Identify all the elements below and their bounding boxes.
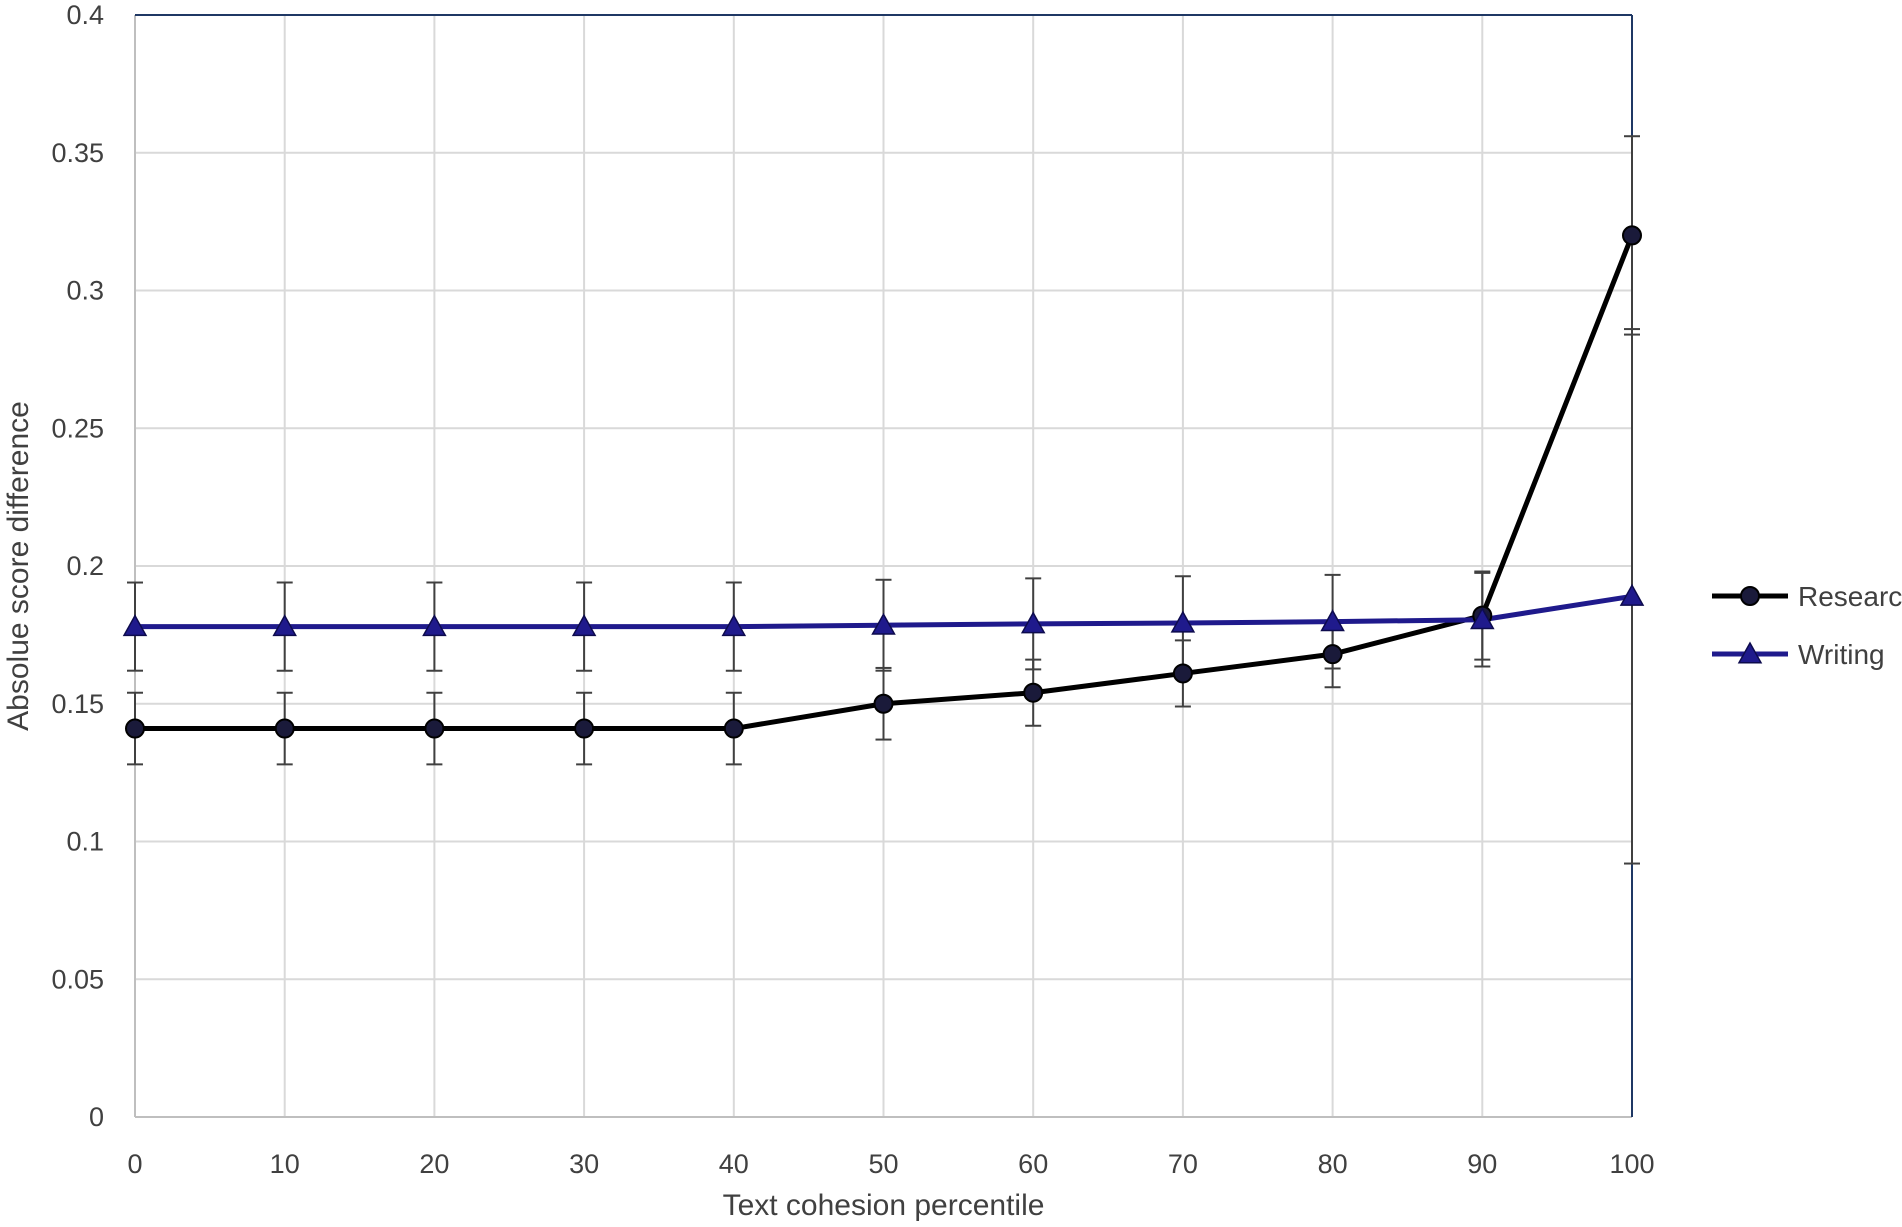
data-point-research bbox=[1023, 682, 1044, 703]
data-point-research bbox=[1322, 644, 1343, 665]
legend-item-research: Research bbox=[1712, 581, 1902, 612]
data-point-writing bbox=[1470, 607, 1495, 630]
y-tick-label: 0.2 bbox=[66, 551, 104, 581]
marker-layer bbox=[122, 225, 1645, 739]
x-tick-label: 70 bbox=[1168, 1149, 1198, 1179]
data-point-research bbox=[574, 718, 595, 739]
data-point-writing bbox=[1619, 583, 1645, 606]
y-axis-title: Absolue score difference bbox=[2, 401, 35, 731]
x-tick-label: 80 bbox=[1318, 1149, 1348, 1179]
x-tick-label: 50 bbox=[868, 1149, 898, 1179]
x-tick-label: 0 bbox=[127, 1149, 142, 1179]
data-point-writing bbox=[721, 614, 747, 637]
legend: Research Writing bbox=[1712, 581, 1902, 670]
y-tick-label: 0.05 bbox=[51, 964, 104, 994]
data-point-research bbox=[125, 718, 145, 739]
data-point-writing bbox=[871, 612, 896, 635]
data-point-research bbox=[723, 718, 744, 739]
y-tick-label: 0.3 bbox=[66, 276, 104, 306]
legend-swatch-research-marker bbox=[1740, 586, 1760, 606]
legend-item-writing: Writing bbox=[1712, 639, 1885, 670]
x-tick-label: 10 bbox=[270, 1149, 300, 1179]
x-tick-label: 20 bbox=[419, 1149, 449, 1179]
y-tick-label: 0 bbox=[89, 1102, 104, 1132]
x-axis-title: Text cohesion percentile bbox=[723, 1189, 1045, 1222]
x-tick-label: 90 bbox=[1467, 1149, 1497, 1179]
legend-label-research: Research bbox=[1798, 581, 1902, 612]
x-tick-label: 30 bbox=[569, 1149, 599, 1179]
data-point-research bbox=[873, 693, 894, 714]
data-point-writing bbox=[1320, 609, 1345, 632]
data-point-writing bbox=[422, 614, 447, 637]
grid-layer bbox=[134, 14, 1633, 1118]
legend-label-writing: Writing bbox=[1798, 639, 1885, 670]
data-point-writing bbox=[272, 614, 297, 637]
data-point-research bbox=[424, 718, 445, 739]
data-point-writing bbox=[571, 614, 597, 637]
y-tick-label: 0.35 bbox=[51, 138, 104, 168]
data-point-research bbox=[1172, 663, 1193, 684]
x-tick-label: 60 bbox=[1018, 1149, 1048, 1179]
x-tick-label: 40 bbox=[719, 1149, 749, 1179]
y-tick-label: 0.15 bbox=[51, 689, 104, 719]
legend-swatch-writing-marker bbox=[1737, 641, 1763, 664]
data-point-research bbox=[1622, 225, 1642, 246]
data-point-writing bbox=[1020, 611, 1046, 634]
x-tick-label: 100 bbox=[1609, 1149, 1654, 1179]
data-point-writing bbox=[1170, 610, 1196, 633]
data-point-writing bbox=[122, 614, 148, 637]
y-tick-label: 0.25 bbox=[51, 413, 104, 443]
y-tick-label: 0.4 bbox=[66, 0, 104, 30]
y-tick-label: 0.1 bbox=[66, 827, 104, 857]
data-point-research bbox=[274, 718, 295, 739]
tick-label-layer: 0 0.05 0.1 0.15 0.2 0.25 0.3 0.35 0.4 0 10 20 30 40 50… bbox=[51, 0, 1654, 1179]
